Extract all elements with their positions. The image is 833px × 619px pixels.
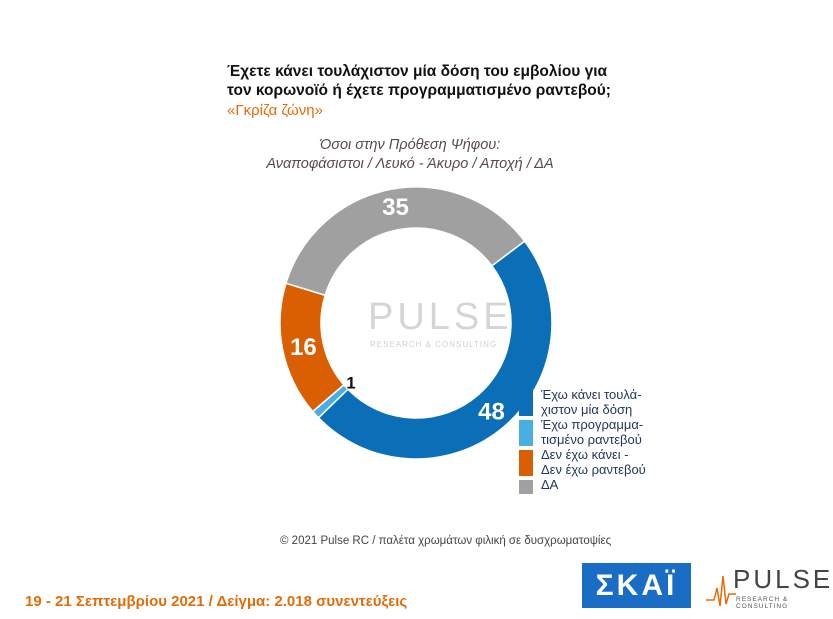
legend-label-scheduled-2: τισμένο ραντεβού (541, 431, 642, 447)
legend-label-none-2: Δεν έχω ραντεβού (541, 461, 646, 477)
legend-swatch-na (519, 480, 533, 494)
legend-item-none: Δεν έχω κάνει - Δεν έχω ραντεβού (519, 447, 679, 477)
label-scheduled: 1 (346, 373, 355, 392)
survey-footer: 19 - 21 Σεπτεμβρίου 2021 / Δείγμα: 2.018… (25, 593, 408, 610)
pulse-watermark: PULSE RESEARCH & CONSULTING (350, 296, 510, 356)
pulse-logo-sub: RESEARCH & CONSULTING (736, 596, 789, 610)
population-filter: Όσοι στην Πρόθεση Ψήφου: Αναποφάσιστοι /… (230, 136, 590, 174)
watermark-sub: RESEARCH & CONSULTING (370, 340, 498, 349)
legend-item-na: ΔΑ (519, 477, 679, 494)
legend-label-dose-1: Έχω κάνει τουλά- (541, 387, 642, 402)
legend-label-scheduled-1: Έχω προγραμμα- (541, 417, 644, 432)
copyright-note: © 2021 Pulse RC / παλέτα χρωμάτων φιλική… (280, 535, 612, 547)
pulse-logo: PULSE RESEARCH & CONSULTING (706, 564, 830, 610)
pulse-wave-icon (706, 575, 736, 607)
filter-line-1: Όσοι στην Πρόθεση Ψήφου: (319, 137, 501, 153)
pulse-logo-word: PULSE (733, 564, 833, 594)
chart-title: Έχετε κάνει τουλάχιστον μία δόση του εμβ… (227, 62, 687, 100)
chart-subtitle: «Γκρίζα ζώνη» (227, 102, 323, 119)
slice-na (285, 186, 526, 297)
filter-line-2: Αναποφάσιστοι / Λευκό - Άκυρο / Αποχή / … (266, 156, 554, 172)
chart-legend: Έχω κάνει τουλά-χιστον μία δόση Έχω προγ… (519, 387, 679, 494)
title-line-2: τον κορωνοϊό ή έχετε προγραμματισμένο ρα… (227, 82, 611, 99)
label-dose: 48 (478, 398, 505, 425)
skai-logo-text: ΣΚΑΪ (595, 569, 678, 602)
label-na: 35 (382, 194, 409, 221)
legend-swatch-scheduled (519, 420, 533, 446)
legend-swatch-none (519, 450, 533, 476)
legend-swatch-dose (519, 390, 533, 416)
legend-item-scheduled: Έχω προγραμμα-τισμένο ραντεβού (519, 417, 679, 447)
watermark-word: PULSE (368, 296, 513, 338)
legend-item-dose: Έχω κάνει τουλά-χιστον μία δόση (519, 387, 679, 417)
skai-logo: ΣΚΑΪ (582, 563, 691, 608)
title-line-1: Έχετε κάνει τουλάχιστον μία δόση του εμβ… (227, 63, 608, 80)
label-none: 16 (290, 334, 317, 361)
legend-label-na: ΔΑ (541, 477, 559, 492)
legend-label-dose-2: χιστον μία δόση (541, 401, 633, 417)
slice-dose (317, 240, 553, 460)
legend-label-none-1: Δεν έχω κάνει - (541, 447, 629, 462)
